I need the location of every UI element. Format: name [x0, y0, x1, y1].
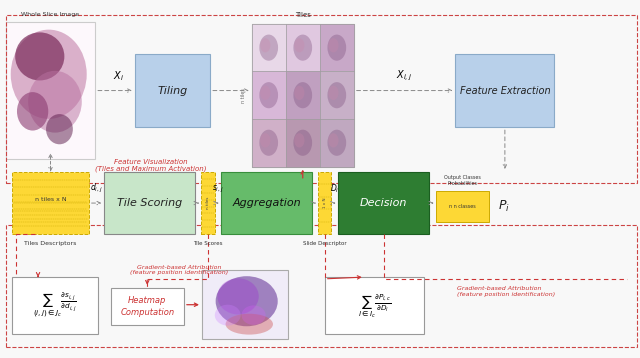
FancyBboxPatch shape — [252, 24, 354, 166]
Text: Feature Extraction: Feature Extraction — [460, 86, 550, 96]
Text: Tiles Descriptors: Tiles Descriptors — [24, 241, 77, 246]
Ellipse shape — [260, 133, 271, 147]
Text: 1 x N: 1 x N — [323, 198, 327, 208]
Text: Heatmap
Computation: Heatmap Computation — [120, 296, 174, 316]
Ellipse shape — [293, 35, 312, 61]
Ellipse shape — [294, 133, 305, 147]
Ellipse shape — [328, 86, 339, 100]
Text: Tiles: Tiles — [295, 12, 310, 18]
FancyBboxPatch shape — [285, 72, 320, 119]
FancyBboxPatch shape — [456, 54, 554, 127]
FancyBboxPatch shape — [135, 54, 210, 127]
FancyBboxPatch shape — [285, 24, 320, 72]
Text: Tile Scoring: Tile Scoring — [117, 198, 182, 208]
FancyBboxPatch shape — [320, 119, 354, 166]
Ellipse shape — [15, 32, 65, 81]
Text: Tiling: Tiling — [157, 86, 188, 96]
FancyBboxPatch shape — [338, 172, 429, 234]
FancyBboxPatch shape — [285, 119, 320, 166]
FancyBboxPatch shape — [252, 72, 285, 119]
Ellipse shape — [215, 305, 241, 325]
Ellipse shape — [294, 38, 305, 52]
FancyBboxPatch shape — [318, 172, 332, 234]
Text: $P_i$: $P_i$ — [498, 199, 510, 214]
Text: Slide Descriptor: Slide Descriptor — [303, 241, 347, 246]
Ellipse shape — [328, 133, 339, 147]
Ellipse shape — [218, 278, 259, 314]
Ellipse shape — [46, 114, 73, 144]
Text: $D_i$: $D_i$ — [330, 183, 339, 195]
Ellipse shape — [328, 130, 346, 156]
Ellipse shape — [241, 305, 266, 325]
Text: $X_i$: $X_i$ — [113, 69, 124, 83]
Ellipse shape — [328, 38, 339, 52]
Text: n tiles x N: n tiles x N — [35, 198, 67, 203]
Ellipse shape — [294, 86, 305, 100]
Ellipse shape — [11, 30, 86, 119]
Ellipse shape — [17, 92, 48, 131]
Ellipse shape — [216, 276, 278, 326]
Text: $\sum_{l\in I_c}\frac{\partial P_{l,c}}{\partial D_i}$: $\sum_{l\in I_c}\frac{\partial P_{l,c}}{… — [358, 292, 391, 320]
Ellipse shape — [260, 38, 271, 52]
Text: Feature Visualization
(Tiles and Maximum Activation): Feature Visualization (Tiles and Maximum… — [95, 159, 207, 172]
Ellipse shape — [259, 82, 278, 108]
FancyBboxPatch shape — [12, 172, 89, 234]
Text: n n classes: n n classes — [449, 204, 476, 209]
Text: n tiles: n tiles — [206, 197, 210, 209]
Ellipse shape — [328, 35, 346, 61]
Text: Gradient-based Attribution
(feature position identification): Gradient-based Attribution (feature posi… — [458, 286, 556, 297]
Text: Output Classes
Probabilities: Output Classes Probabilities — [444, 175, 481, 186]
FancyBboxPatch shape — [104, 172, 195, 234]
Text: Aggregation: Aggregation — [232, 198, 301, 208]
Text: Tile Scores: Tile Scores — [193, 241, 223, 246]
FancyBboxPatch shape — [320, 24, 354, 72]
Text: Gradient-based Attribution
(feature position identification): Gradient-based Attribution (feature posi… — [131, 265, 228, 275]
FancyBboxPatch shape — [201, 172, 214, 234]
Ellipse shape — [28, 71, 82, 132]
FancyBboxPatch shape — [6, 22, 95, 159]
FancyBboxPatch shape — [320, 72, 354, 119]
Text: Whole Slice Image: Whole Slice Image — [22, 12, 79, 17]
Ellipse shape — [293, 130, 312, 156]
FancyBboxPatch shape — [325, 277, 424, 334]
Ellipse shape — [260, 86, 271, 100]
Text: $d_{i,j}$: $d_{i,j}$ — [90, 182, 103, 195]
Text: $X_{i,j}$: $X_{i,j}$ — [396, 69, 413, 83]
FancyBboxPatch shape — [202, 270, 288, 339]
FancyBboxPatch shape — [436, 192, 488, 222]
FancyBboxPatch shape — [111, 288, 184, 325]
Ellipse shape — [225, 314, 273, 335]
Ellipse shape — [259, 35, 278, 61]
FancyBboxPatch shape — [12, 277, 99, 334]
FancyBboxPatch shape — [252, 24, 285, 72]
Ellipse shape — [259, 130, 278, 156]
Text: $s_{i,j}$: $s_{i,j}$ — [212, 184, 223, 195]
Text: Decision: Decision — [360, 198, 407, 208]
FancyBboxPatch shape — [221, 172, 312, 234]
Text: $\sum_{(i,j)\in J_c}\frac{\partial s_{i,j}}{\partial d_{i,j}}$: $\sum_{(i,j)\in J_c}\frac{\partial s_{i,… — [33, 291, 77, 320]
Ellipse shape — [293, 82, 312, 108]
FancyBboxPatch shape — [252, 119, 285, 166]
Ellipse shape — [328, 82, 346, 108]
Text: n tiles: n tiles — [241, 88, 246, 103]
